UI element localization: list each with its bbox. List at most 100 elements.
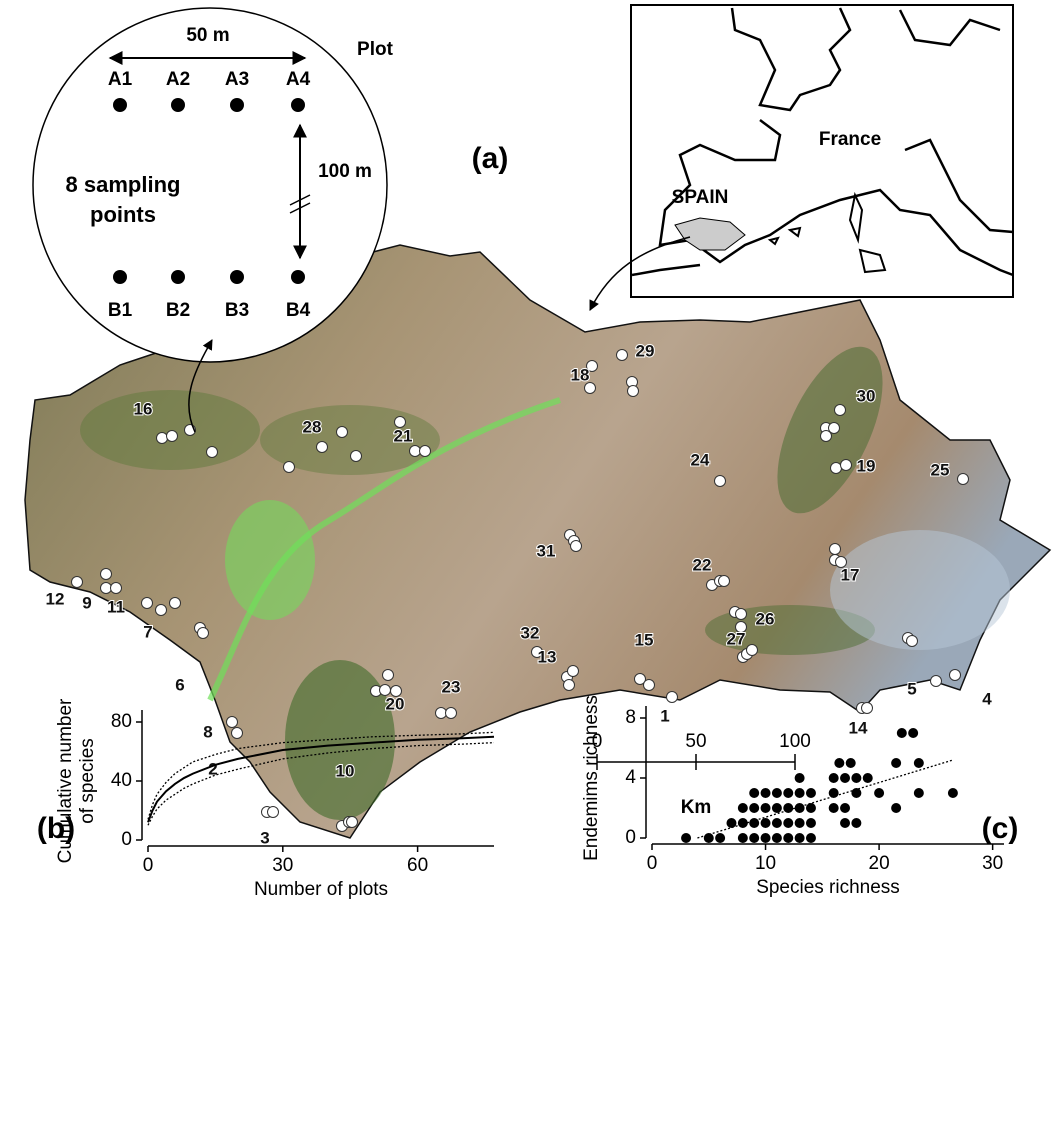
site-point	[268, 807, 279, 818]
scatter-point	[783, 818, 793, 828]
spacing-label: 100 m	[318, 161, 372, 182]
x-tick-label: 10	[755, 853, 776, 874]
vegetation	[80, 390, 260, 470]
x-tick-label: 60	[407, 855, 428, 876]
scatter-point	[874, 788, 884, 798]
x-tick-label: 0	[647, 853, 658, 874]
site-label: 4	[982, 689, 992, 708]
site-point	[101, 569, 112, 580]
panel-label: (c)	[982, 812, 1019, 845]
scatter-point	[948, 788, 958, 798]
point-label: A1	[108, 69, 133, 90]
x-tick-label: 20	[869, 853, 890, 874]
scatter-point	[840, 818, 850, 828]
scatter-point	[726, 818, 736, 828]
site-label: 5	[907, 679, 916, 698]
scatter-point	[846, 758, 856, 768]
site-label: 10	[336, 761, 355, 780]
site-label: 1	[660, 706, 669, 725]
site-point	[227, 717, 238, 728]
scatter-point	[795, 773, 805, 783]
site-point	[167, 431, 178, 442]
site-point	[284, 462, 295, 473]
site-point	[347, 817, 358, 828]
point-label: A4	[286, 69, 311, 90]
site-label: 22	[693, 555, 712, 574]
x-tick-label: 30	[272, 855, 293, 876]
y-axis-title: Endemims richness	[581, 695, 602, 861]
point-label: B1	[108, 300, 133, 321]
scatter-point	[772, 833, 782, 843]
sampling-point	[230, 270, 244, 284]
country-label: France	[819, 129, 881, 150]
site-label: 32	[521, 623, 540, 642]
scatter-point	[749, 788, 759, 798]
site-label: 23	[442, 677, 461, 696]
site-point	[571, 541, 582, 552]
sampling-point	[113, 98, 127, 112]
site-label: 17	[841, 565, 860, 584]
site-label: 21	[394, 426, 413, 445]
site-label: 30	[857, 386, 876, 405]
scatter-point	[681, 833, 691, 843]
site-point	[831, 463, 842, 474]
site-point	[101, 583, 112, 594]
figure: 1628212918302419253122171291176321315262…	[0, 0, 1057, 1129]
scatter-point	[806, 788, 816, 798]
width-label: 50 m	[186, 25, 229, 46]
scatter-point	[806, 833, 816, 843]
site-point	[667, 692, 678, 703]
y-axis-title: of species	[77, 738, 98, 824]
site-label: 7	[143, 622, 152, 641]
site-label: 20	[386, 694, 405, 713]
inset-map: France SPAIN	[590, 5, 1013, 310]
site-point	[821, 431, 832, 442]
sampling-point	[171, 98, 185, 112]
site-label: 13	[538, 647, 557, 666]
site-label: 6	[175, 675, 184, 694]
scatter-point	[795, 818, 805, 828]
scatter-point	[749, 803, 759, 813]
plot-text: points	[90, 202, 156, 227]
scatter-point	[761, 803, 771, 813]
site-label: 27	[727, 629, 746, 648]
site-point	[950, 670, 961, 681]
coast-water	[830, 530, 1010, 650]
trend-line	[697, 760, 952, 838]
scatter-point	[783, 803, 793, 813]
site-point	[617, 350, 628, 361]
site-point	[628, 386, 639, 397]
site-label: 8	[203, 722, 212, 741]
scale-label: 50	[685, 731, 706, 752]
site-point	[383, 670, 394, 681]
scatter-point	[738, 803, 748, 813]
scatter-point	[806, 818, 816, 828]
site-label: 24	[691, 450, 710, 469]
y-tick-label: 0	[121, 829, 132, 850]
site-label: 25	[931, 460, 950, 479]
site-label: 26	[756, 609, 775, 628]
site-point	[830, 544, 841, 555]
site-point	[719, 576, 730, 587]
sampling-point	[291, 98, 305, 112]
site-point	[170, 598, 181, 609]
scatter-point	[891, 803, 901, 813]
site-point	[317, 442, 328, 453]
site-label: 18	[571, 365, 590, 384]
scatter-point	[715, 833, 725, 843]
scatter-point	[795, 788, 805, 798]
sampling-point	[113, 270, 127, 284]
scatter-point	[829, 773, 839, 783]
y-axis-title: Cumulative number	[55, 698, 76, 863]
site-label: 19	[857, 456, 876, 475]
site-point	[931, 676, 942, 687]
site-point	[841, 460, 852, 471]
scatter-point	[863, 773, 873, 783]
scatter-point	[749, 818, 759, 828]
scatter-point	[908, 728, 918, 738]
site-point	[862, 703, 873, 714]
y-tick-label: 40	[111, 770, 132, 791]
scatter-point	[914, 758, 924, 768]
scatter-point	[851, 818, 861, 828]
site-point	[907, 636, 918, 647]
